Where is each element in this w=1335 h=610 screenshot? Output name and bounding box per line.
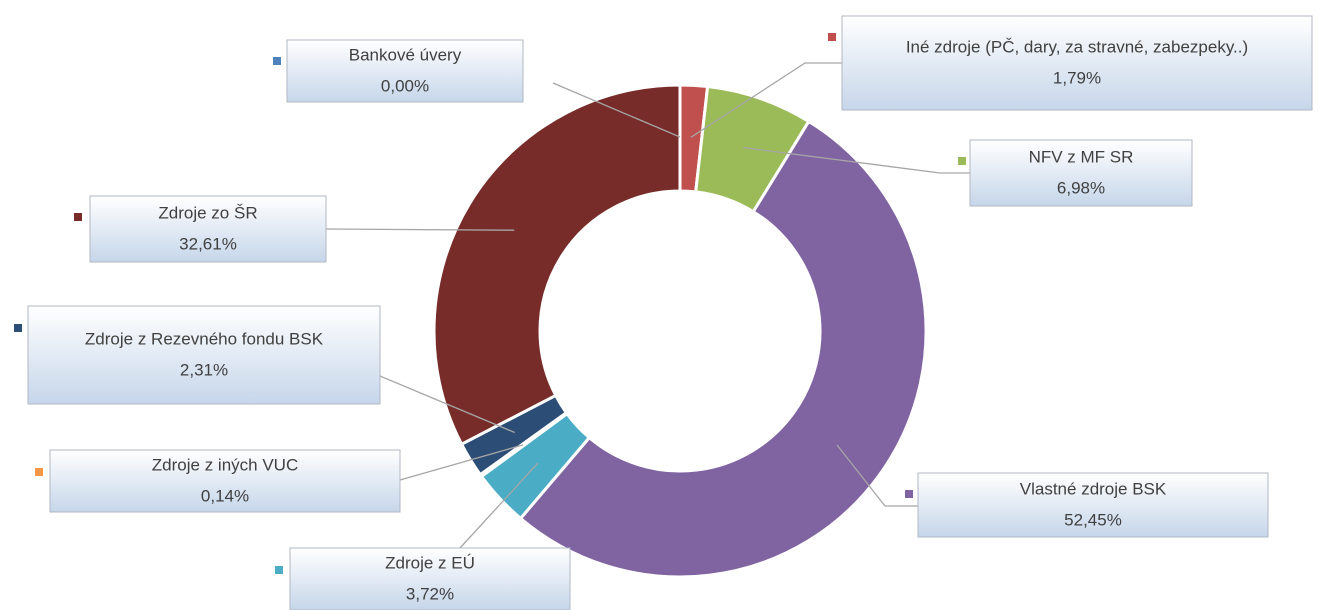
data-label-value: 0,00% bbox=[381, 76, 429, 95]
data-label-value: 2,31% bbox=[180, 360, 228, 379]
leader-line bbox=[690, 62, 842, 138]
legend-marker bbox=[958, 157, 966, 165]
data-label-value: 6,98% bbox=[1057, 178, 1105, 197]
label-box bbox=[289, 547, 571, 610]
label-box bbox=[841, 15, 1313, 111]
data-label-value: 0,14% bbox=[201, 486, 249, 505]
data-label-name: Bankové úvery bbox=[349, 45, 462, 64]
leader-line bbox=[836, 444, 918, 507]
label-box bbox=[27, 305, 381, 405]
data-label-value: 3,72% bbox=[406, 584, 454, 603]
leader-line bbox=[552, 82, 681, 138]
label-box bbox=[49, 449, 401, 513]
data-label-name: Zdroje z Rezevného fondu BSK bbox=[85, 329, 324, 348]
leader-line bbox=[325, 228, 515, 231]
data-label-name: Iné zdroje (PČ, dary, za stravné, zabezp… bbox=[906, 37, 1248, 56]
label-box bbox=[917, 472, 1269, 538]
donut-slice bbox=[518, 119, 928, 579]
leader-line bbox=[743, 146, 970, 174]
data-label-value: 1,79% bbox=[1053, 68, 1101, 87]
data-label-name: NFV z MF SR bbox=[1029, 147, 1134, 166]
legend-marker bbox=[275, 566, 283, 574]
legend-marker bbox=[828, 33, 836, 41]
leader-line bbox=[399, 444, 524, 481]
data-label-value: 52,45% bbox=[1064, 510, 1122, 529]
label-box bbox=[969, 139, 1193, 207]
label-box bbox=[286, 39, 524, 103]
legend-marker bbox=[74, 213, 82, 221]
data-label-name: Zdroje z EÚ bbox=[385, 553, 475, 572]
legend-marker bbox=[14, 324, 22, 332]
data-label-name: Zdroje z iných VUC bbox=[152, 455, 298, 474]
legend-marker bbox=[35, 468, 43, 476]
data-label-name: Vlastné zdroje BSK bbox=[1020, 479, 1167, 498]
donut-slice bbox=[432, 83, 682, 447]
data-label-name: Zdroje zo ŠR bbox=[158, 203, 257, 222]
legend-marker bbox=[905, 490, 913, 498]
label-box bbox=[89, 195, 327, 263]
legend-marker bbox=[273, 57, 281, 65]
data-label-value: 32,61% bbox=[179, 234, 237, 253]
leader-line bbox=[459, 462, 539, 549]
leader-line bbox=[379, 375, 515, 434]
